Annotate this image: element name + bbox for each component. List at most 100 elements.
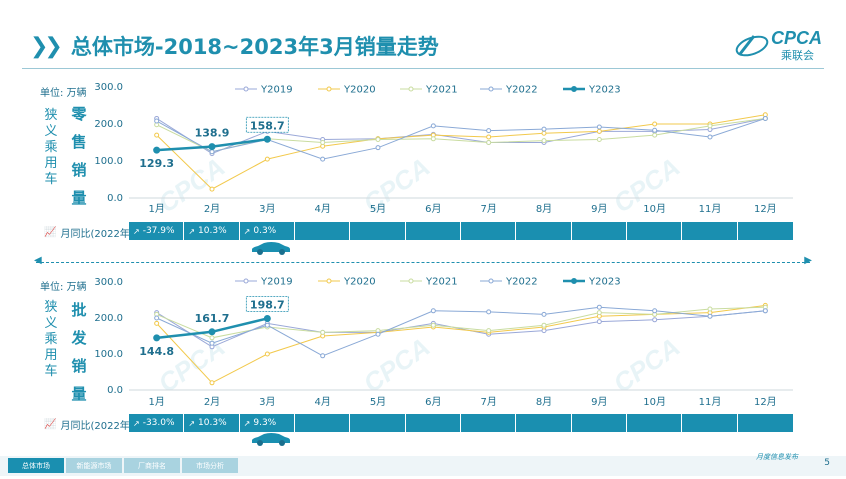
data-point-y2021 bbox=[486, 140, 492, 145]
yoy-value: 10.3% bbox=[198, 226, 227, 236]
legend-label: Y2021 bbox=[425, 277, 458, 288]
data-point-y2020 bbox=[486, 134, 492, 140]
data-point-y2022 bbox=[430, 123, 436, 129]
data-point-y2022 bbox=[320, 156, 326, 162]
data-point-y2022 bbox=[320, 353, 326, 359]
data-point-y2020 bbox=[154, 320, 160, 326]
data-point-y2021 bbox=[209, 335, 215, 341]
yoy-cell bbox=[294, 222, 351, 240]
trend-arrow-icon: ↗ bbox=[133, 226, 140, 236]
tab-overall-market[interactable]: 总体市场 bbox=[8, 458, 64, 473]
logo-swoosh-icon bbox=[735, 35, 769, 57]
yoy-cell: ↗ 10.3% bbox=[184, 222, 240, 240]
side-label: 狭义乘用车 bbox=[44, 108, 58, 187]
x-tick-label: 7月 bbox=[480, 396, 496, 408]
data-point-y2021 bbox=[596, 310, 602, 316]
data-point-y2020 bbox=[652, 121, 658, 127]
data-point-y2021 bbox=[375, 137, 381, 143]
section-divider bbox=[36, 262, 810, 264]
car-icon bbox=[252, 242, 290, 255]
tab-market-analysis[interactable]: 市场分析 bbox=[182, 458, 238, 473]
header: ❯❯ 总体市场-2018~2023年3月销量走势 bbox=[30, 30, 439, 62]
x-tick-label: 11月 bbox=[699, 396, 722, 408]
logo-text-en: CPCA bbox=[770, 28, 822, 48]
side-label: 狭义乘用车 bbox=[44, 300, 58, 379]
x-tick-label: 3月 bbox=[259, 396, 275, 408]
legend-label: Y2019 bbox=[260, 277, 293, 288]
side-label-bold: 零售销量 bbox=[71, 105, 87, 207]
yoy-cell bbox=[460, 222, 517, 240]
x-tick-label: 3月 bbox=[259, 203, 275, 215]
series-line-y2019 bbox=[156, 310, 766, 348]
legend-marker bbox=[326, 278, 332, 284]
data-point-y2022 bbox=[762, 308, 768, 314]
data-point-y2021 bbox=[430, 322, 436, 328]
x-tick-label: 1月 bbox=[148, 203, 164, 215]
data-point-y2022 bbox=[264, 322, 270, 328]
y-tick-label: 300.0 bbox=[94, 277, 123, 288]
yoy-cell bbox=[571, 414, 627, 432]
logo-text-cn: 乘联会 bbox=[781, 49, 814, 62]
x-tick-label: 12月 bbox=[754, 203, 777, 215]
yoy-cell bbox=[737, 414, 793, 432]
y-tick-label: 0.0 bbox=[107, 193, 123, 204]
data-point-y2023 bbox=[263, 135, 271, 143]
yoy-value: 10.3% bbox=[198, 418, 227, 428]
legend-marker bbox=[326, 86, 332, 92]
data-point-y2020 bbox=[154, 132, 160, 138]
legend-marker bbox=[571, 278, 577, 284]
data-point-y2022 bbox=[707, 313, 713, 319]
yoy-cell: ↗ -33.0% bbox=[129, 414, 185, 432]
legend-marker bbox=[408, 86, 414, 92]
legend-label: Y2020 bbox=[343, 85, 376, 96]
data-point-y2021 bbox=[596, 137, 602, 143]
yoy-label-text: 月同比(2022年) bbox=[60, 421, 134, 432]
x-tick-label: 10月 bbox=[643, 203, 666, 215]
data-point-y2020 bbox=[264, 351, 270, 357]
data-point-y2022 bbox=[375, 331, 381, 337]
yoy-cell bbox=[350, 222, 406, 240]
legend-label: Y2019 bbox=[260, 85, 293, 96]
data-point-y2022 bbox=[596, 124, 602, 130]
data-label: 158.7 bbox=[250, 119, 285, 132]
legend-marker bbox=[571, 86, 577, 92]
y-tick-label: 300.0 bbox=[94, 82, 123, 93]
trend-arrow-icon: ↗ bbox=[188, 418, 196, 428]
chevron-right-icon: ❯❯ bbox=[30, 33, 63, 59]
data-label: 198.7 bbox=[250, 298, 285, 311]
tab-maker-ranking[interactable]: 厂商排名 bbox=[124, 458, 180, 473]
legend-label: Y2022 bbox=[505, 277, 538, 288]
yoy-label: 📈 月同比(2022年) bbox=[44, 225, 134, 240]
yoy-cell: ↗ 0.3% bbox=[239, 222, 295, 240]
yoy-label: 📈 月同比(2022年) bbox=[44, 417, 134, 432]
x-tick-label: 4月 bbox=[314, 203, 330, 215]
legend-label: Y2023 bbox=[588, 277, 621, 288]
trend-arrow-icon: ↗ bbox=[133, 418, 140, 428]
data-point-y2023 bbox=[153, 146, 161, 154]
x-tick-label: 6月 bbox=[425, 396, 441, 408]
yoy-cell bbox=[405, 414, 461, 432]
x-tick-label: 2月 bbox=[204, 396, 220, 408]
trend-arrow-icon: ↗ bbox=[243, 418, 251, 428]
tab-nev-market[interactable]: 新能源市场 bbox=[66, 458, 122, 473]
data-point-y2023 bbox=[208, 328, 216, 336]
x-tick-label: 7月 bbox=[480, 203, 496, 215]
x-tick-label: 4月 bbox=[314, 396, 330, 408]
data-point-y2021 bbox=[486, 328, 492, 334]
x-tick-label: 9月 bbox=[591, 203, 607, 215]
data-label: 129.3 bbox=[139, 157, 174, 170]
data-label: 144.8 bbox=[139, 345, 174, 358]
data-point-y2021 bbox=[707, 123, 713, 129]
data-point-y2020 bbox=[209, 380, 215, 386]
yoy-cell: ↗ -37.9% bbox=[129, 222, 185, 240]
y-tick-label: 200.0 bbox=[94, 119, 123, 130]
cpca-logo: CPCA 乘联会 bbox=[732, 28, 824, 64]
yoy-row: ↗ -33.0% ↗ 10.3% ↗ 9.3% bbox=[129, 414, 793, 432]
page-title: 总体市场-2018~2023年3月销量走势 bbox=[70, 35, 439, 59]
yoy-value: 9.3% bbox=[253, 418, 277, 428]
x-tick-label: 9月 bbox=[591, 396, 607, 408]
yoy-cell bbox=[516, 414, 572, 432]
data-label: 161.7 bbox=[195, 312, 230, 325]
